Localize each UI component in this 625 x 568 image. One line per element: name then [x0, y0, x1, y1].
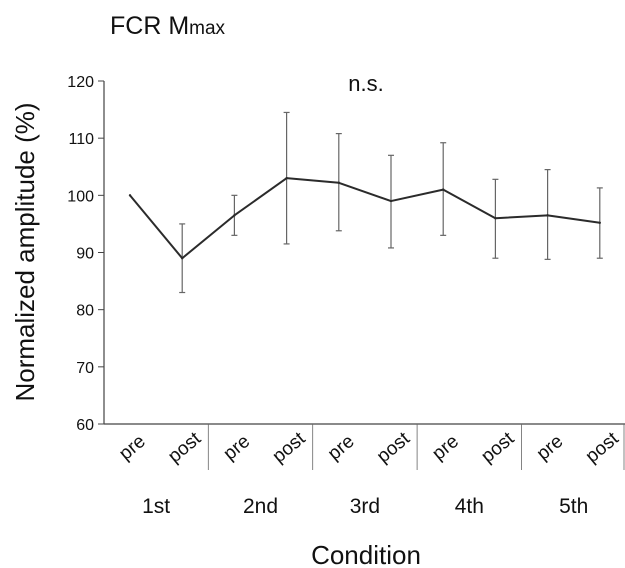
- data-point-8: [494, 217, 497, 220]
- y-tick-label-60: 60: [76, 417, 94, 434]
- group-label-4: 4th: [455, 495, 484, 518]
- chart-title-main: FCR M: [110, 12, 189, 40]
- data-point-10: [598, 221, 601, 224]
- x-tick-label-6: post: [373, 428, 415, 468]
- group-label-3: 3rd: [350, 495, 380, 518]
- x-axis-title: Condition: [311, 540, 421, 568]
- group-label-1: 1st: [142, 495, 170, 518]
- x-tick-label-5: pre: [324, 431, 359, 465]
- x-tick-label-7: pre: [428, 431, 463, 465]
- x-tick-label-9: pre: [533, 431, 568, 465]
- y-tick-label-70: 70: [76, 360, 94, 377]
- data-point-3: [233, 214, 236, 217]
- y-axis-title: Normalized amplitude (%): [10, 102, 40, 401]
- x-tick-label-2: post: [164, 428, 206, 468]
- y-tick-label-80: 80: [76, 303, 94, 320]
- x-tick-label-8: post: [477, 428, 519, 468]
- data-point-9: [546, 214, 549, 217]
- x-tick-label-10: post: [582, 428, 624, 468]
- data-point-5: [337, 181, 340, 184]
- series-line-1: [129, 177, 600, 260]
- chart-title: FCR Mmax: [110, 12, 226, 40]
- x-tick-label-4: post: [269, 428, 311, 468]
- group-label-2: 2nd: [243, 495, 278, 518]
- data-point-6: [389, 199, 393, 203]
- data-point-7: [442, 188, 445, 191]
- data-point-2: [181, 257, 184, 260]
- chart-title-subscript: max: [189, 18, 225, 39]
- y-tick-label-90: 90: [76, 246, 94, 263]
- group-label-5: 5th: [559, 495, 588, 518]
- y-tick-label-100: 100: [67, 188, 94, 205]
- y-tick-label-110: 110: [68, 131, 94, 148]
- annotation-ns: n.s.: [348, 71, 383, 96]
- data-point-4: [285, 176, 288, 180]
- y-tick-label-120: 120: [67, 74, 94, 91]
- x-tick-label-3: pre: [220, 431, 255, 465]
- data-point-1: [128, 194, 132, 197]
- x-tick-label-1: pre: [115, 431, 150, 465]
